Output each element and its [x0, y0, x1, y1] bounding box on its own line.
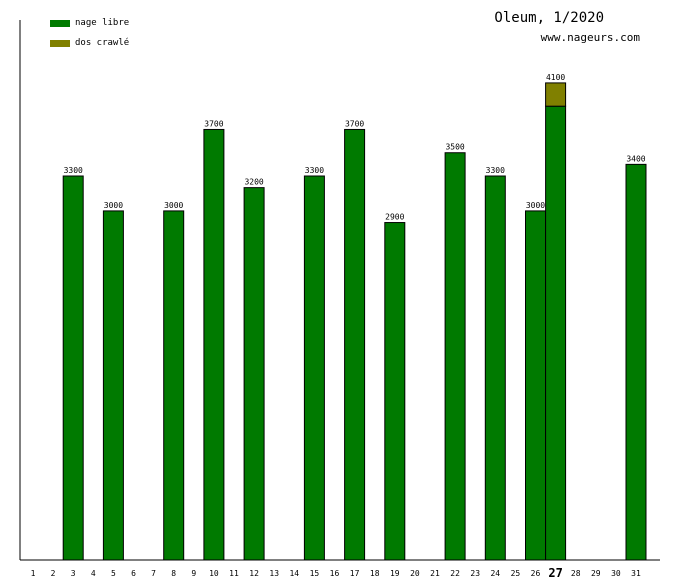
bar-day-15-series-0	[303, 175, 325, 561]
x-tick-label-12: 12	[249, 569, 259, 578]
x-tick-label-16: 16	[330, 569, 340, 578]
data-label-day-12: 3200	[244, 178, 263, 187]
bar-day-3-series-0	[62, 175, 84, 561]
data-label-day-17: 3700	[345, 119, 364, 128]
bar-day-8-series-0	[163, 210, 185, 561]
legend-label: nage libre	[75, 18, 130, 28]
x-tick-label-28: 28	[571, 569, 581, 578]
bar-day-26-series-0	[525, 210, 546, 561]
x-tick-label-31: 31	[631, 569, 641, 578]
x-tick-label-22: 22	[450, 569, 460, 578]
legend-swatch-nage-libre	[50, 19, 70, 27]
x-tick-label-1: 1	[31, 569, 36, 578]
site-url: www.nageurs.com	[540, 31, 640, 44]
legend-item-nage-libre: nage libre	[50, 18, 129, 28]
x-tick-label-5: 5	[111, 569, 116, 578]
data-label-day-31: 3400	[626, 154, 645, 163]
data-label-day-3: 3300	[64, 166, 83, 175]
x-tick-label-20: 20	[410, 569, 420, 578]
x-tick-label-27: 27	[548, 566, 562, 580]
bar-day-5-series-0	[102, 210, 124, 561]
bar-day-12-series-0	[243, 187, 265, 561]
data-label-day-24: 3300	[486, 166, 505, 175]
x-tick-label-30: 30	[611, 569, 621, 578]
bar-day-19-series-0	[384, 222, 406, 561]
x-tick-label-14: 14	[289, 569, 299, 578]
x-tick-label-10: 10	[209, 569, 219, 578]
data-label-day-19: 2900	[385, 213, 404, 222]
bar-day-22-series-0	[444, 152, 466, 561]
legend-item-dos-crawle: dos crawlé	[50, 38, 129, 48]
x-tick-label-18: 18	[370, 569, 380, 578]
x-tick-label-21: 21	[430, 569, 440, 578]
x-tick-label-3: 3	[71, 569, 76, 578]
bar-day-24-series-0	[484, 175, 506, 561]
bar-day-17-series-0	[344, 128, 366, 561]
legend-label: dos crawlé	[75, 38, 130, 48]
data-label-day-10: 3700	[204, 119, 223, 128]
x-tick-label-11: 11	[229, 569, 239, 578]
bar-day-27-series-0	[545, 105, 567, 561]
x-tick-label-2: 2	[51, 569, 56, 578]
x-tick-label-15: 15	[310, 569, 320, 578]
x-tick-label-29: 29	[591, 569, 601, 578]
data-label-day-5: 3000	[104, 201, 123, 210]
data-label-day-27: 4100	[546, 73, 565, 82]
x-tick-label-8: 8	[171, 569, 176, 578]
bar-day-10-series-0	[203, 128, 225, 561]
x-tick-label-26: 26	[531, 569, 541, 578]
bar-day-31-series-0	[625, 163, 647, 561]
data-label-day-26: 3000	[526, 201, 545, 210]
data-label-day-15: 3300	[305, 166, 324, 175]
x-tick-label-6: 6	[131, 569, 136, 578]
x-tick-label-7: 7	[151, 569, 156, 578]
x-tick-label-25: 25	[511, 569, 521, 578]
x-tick-label-13: 13	[269, 569, 279, 578]
x-tick-label-9: 9	[191, 569, 196, 578]
data-label-day-8: 3000	[164, 201, 183, 210]
data-label-day-22: 3500	[445, 143, 464, 152]
bar-day-27-series-1	[545, 82, 567, 107]
legend-swatch-dos-crawle	[50, 39, 70, 47]
x-tick-label-4: 4	[91, 569, 96, 578]
x-tick-label-17: 17	[350, 569, 360, 578]
chart-title: Oleum, 1/2020	[494, 10, 604, 26]
x-tick-label-23: 23	[470, 569, 480, 578]
x-tick-label-19: 19	[390, 569, 400, 578]
x-tick-label-24: 24	[490, 569, 500, 578]
